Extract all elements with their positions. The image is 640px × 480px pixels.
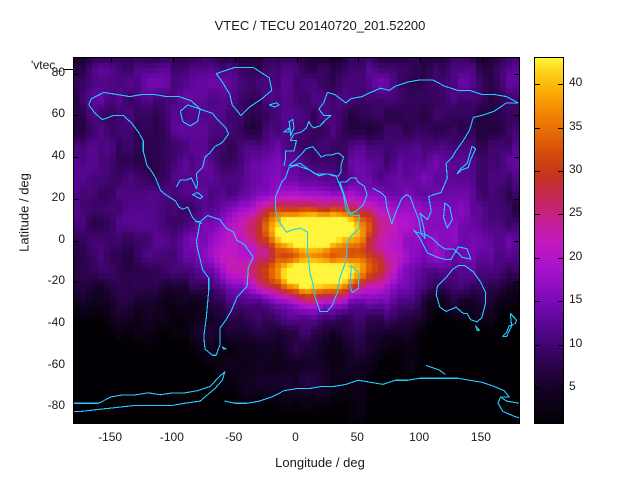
y-tick-mark [514,241,519,242]
colorbar-tick-mark [558,214,563,215]
x-tick-mark [297,58,298,63]
y-tick-mark [514,282,519,283]
colorbar-tick-mark [558,345,563,346]
y-tick-label: -20 [47,273,65,288]
x-tick-mark [482,418,483,423]
x-tick-label: 100 [409,430,430,444]
x-tick-label: -150 [98,430,123,444]
colorbar-tick-mark [558,84,563,85]
plot-key-line [63,69,77,70]
y-tick-label: -40 [47,314,65,329]
x-axis-label: Longitude / deg [275,455,365,470]
plot-key-label: 'vtec_ [31,58,62,72]
y-tick-label: 20 [51,189,65,204]
x-tick-label: 0 [292,430,299,444]
y-tick-mark [514,324,519,325]
y-tick-mark [74,199,79,200]
y-tick-mark [514,366,519,367]
colorbar-tick-mark [535,171,540,172]
y-tick-mark [74,157,79,158]
colorbar-tick-mark [535,214,540,215]
y-tick-label: -80 [47,398,65,413]
colorbar-tick-mark [535,301,540,302]
x-tick-mark [173,418,174,423]
y-tick-mark [514,199,519,200]
y-tick-mark [74,115,79,116]
colorbar-tick-label: 15 [569,292,583,306]
x-tick-mark [420,58,421,63]
x-tick-label: -50 [225,430,243,444]
x-tick-mark [482,58,483,63]
colorbar-tick-label: 25 [569,205,583,219]
colorbar-tick-label: 30 [569,162,583,176]
colorbar-tick-mark [535,345,540,346]
colorbar-tick-mark [558,128,563,129]
colorbar-tick-mark [558,171,563,172]
x-tick-mark [358,58,359,63]
x-tick-mark [358,418,359,423]
x-tick-label: -100 [159,430,184,444]
y-tick-label: 40 [51,148,65,163]
colorbar-tick-mark [558,388,563,389]
colorbar-tick-label: 10 [569,336,583,350]
y-tick-mark [74,241,79,242]
heatmap-plot-area[interactable] [73,57,520,424]
x-tick-mark [173,58,174,63]
y-tick-mark [74,74,79,75]
colorbar-tick-mark [535,258,540,259]
vtec-heatmap-canvas [74,58,519,423]
colorbar-gradient [535,58,563,423]
y-tick-label: 0 [58,231,65,246]
x-tick-label: 50 [350,430,364,444]
y-tick-mark [74,282,79,283]
y-tick-mark [74,407,79,408]
colorbar-tick-mark [535,128,540,129]
colorbar-tick-mark [558,301,563,302]
x-tick-mark [420,418,421,423]
colorbar[interactable] [534,57,564,424]
x-tick-mark [297,418,298,423]
y-tick-label: 80 [51,64,65,79]
y-tick-label: -60 [47,356,65,371]
y-tick-label: 60 [51,106,65,121]
colorbar-tick-label: 40 [569,75,583,89]
page-title: VTEC / TECU 20140720_201.52200 [214,18,426,33]
x-tick-label: 150 [470,430,491,444]
colorbar-tick-label: 5 [569,379,576,393]
x-tick-mark [111,418,112,423]
colorbar-tick-label: 35 [569,119,583,133]
x-tick-mark [235,418,236,423]
colorbar-tick-label: 20 [569,249,583,263]
y-tick-mark [514,74,519,75]
colorbar-tick-mark [558,258,563,259]
x-tick-mark [111,58,112,63]
y-tick-mark [74,324,79,325]
y-tick-mark [514,157,519,158]
y-tick-mark [514,407,519,408]
colorbar-tick-mark [535,84,540,85]
y-tick-mark [514,115,519,116]
x-tick-mark [235,58,236,63]
y-axis-label: Latitude / deg [16,173,32,252]
y-tick-mark [74,366,79,367]
colorbar-tick-mark [535,388,540,389]
